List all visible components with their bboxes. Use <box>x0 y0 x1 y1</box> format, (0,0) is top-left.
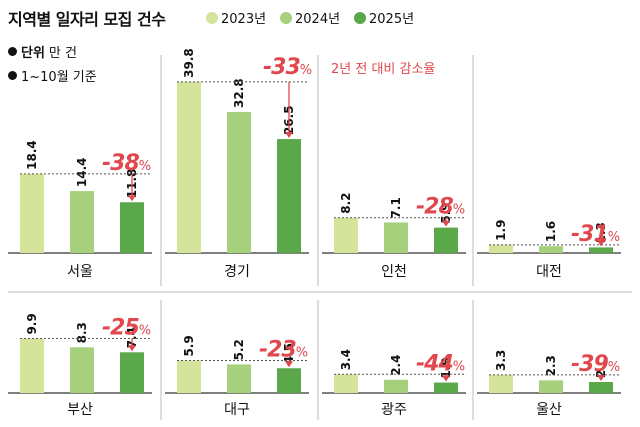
value-label: 5.9 <box>182 335 196 356</box>
bar-2023년 <box>177 81 201 253</box>
value-label: 39.8 <box>182 48 196 78</box>
bar-2025년 <box>589 382 613 393</box>
value-label: 7.1 <box>389 197 403 218</box>
value-label: 2 <box>594 370 608 378</box>
period-label: 1~10월 기준 <box>21 70 97 85</box>
value-label: 1.3 <box>594 222 608 243</box>
unit-label: 단위 <box>21 46 45 61</box>
value-label: 18.4 <box>25 140 39 170</box>
value-label: 3.3 <box>494 350 508 371</box>
bar-2025년 <box>120 202 144 253</box>
value-label: 2.3 <box>544 355 558 376</box>
bar-2025년 <box>120 352 144 393</box>
value-label: 1.6 <box>544 221 558 242</box>
arrow-down-icon <box>128 195 136 202</box>
bar-2025년 <box>434 227 458 253</box>
bar-2023년 <box>334 217 358 253</box>
legend-label-2024: 2024년 <box>295 12 341 27</box>
arrow-down-icon <box>442 220 450 227</box>
region-label: 울산 <box>536 402 562 418</box>
legend-swatch-2025 <box>354 11 366 24</box>
bar-2024년 <box>227 364 251 393</box>
bar-2023년 <box>489 244 513 253</box>
value-label: 1.9 <box>494 220 508 241</box>
legend-item-2025: 2025년 <box>354 8 414 27</box>
value-label: 5.2 <box>232 339 246 360</box>
bar-2025년 <box>434 382 458 393</box>
legend-label-2023: 2023년 <box>221 12 267 27</box>
panel-부산: 9.9 8.3 7.4-25% 부산 <box>8 313 152 418</box>
value-label: 5.9 <box>439 202 453 223</box>
bar-2024년 <box>384 379 408 393</box>
arrow-down-icon <box>442 375 450 382</box>
panel-대전: 1.9 1.6 1.3-31% 대전 <box>477 220 621 280</box>
region-label: 인천 <box>381 264 407 280</box>
unit-value: 만 건 <box>48 46 77 61</box>
bar-2023년 <box>20 173 44 253</box>
bar-2024년 <box>70 191 94 253</box>
value-label: 9.9 <box>25 313 39 334</box>
value-label: 32.8 <box>232 78 246 108</box>
change-label: -38% <box>102 151 151 176</box>
legend-swatch-2024 <box>280 11 292 24</box>
arrow-down-icon <box>597 375 605 381</box>
region-label: 서울 <box>67 264 93 280</box>
region-label: 경기 <box>224 264 250 280</box>
panel-대구: 5.9 5.2 4.5-23% 대구 <box>165 335 309 418</box>
bar-2023년 <box>334 374 358 393</box>
region-label: 부산 <box>67 402 93 418</box>
unit-note: 단위 만 건 <box>8 42 77 61</box>
bullet-icon <box>8 71 17 80</box>
bar-2024년 <box>70 347 94 393</box>
chart-title: 지역별 일자리 모집 건수 <box>8 10 166 29</box>
value-label: 7.4 <box>125 327 139 348</box>
bar-2024년 <box>384 222 408 253</box>
value-label: 3.4 <box>339 349 353 370</box>
period-note: 1~10월 기준 <box>8 66 97 85</box>
value-label: 8.3 <box>75 322 89 343</box>
bar-2025년 <box>277 368 301 393</box>
change-label: -33% <box>263 55 312 80</box>
value-label: 14.4 <box>75 157 89 187</box>
bar-2023년 <box>177 360 201 393</box>
legend-label-2025: 2025년 <box>369 12 415 27</box>
bar-2025년 <box>589 247 613 253</box>
annotation-text: 2년 전 대비 감소율 <box>331 62 435 77</box>
bar-2024년 <box>539 246 563 253</box>
legend-item-2024: 2024년 <box>280 8 340 27</box>
change-label: -31% <box>571 222 620 247</box>
panel-서울: 18.414.4 11.8-38%서울 <box>8 140 152 280</box>
bullet-icon <box>8 47 17 56</box>
region-label: 광주 <box>381 402 407 418</box>
legend-item-2023: 2023년 <box>206 8 266 27</box>
value-label: 8.2 <box>339 192 353 213</box>
arrow-down-icon <box>285 132 293 139</box>
legend-swatch-2023 <box>206 11 218 24</box>
panel-인천: 8.2 7.1 5.9-28% 인천 <box>322 192 466 280</box>
bar-2023년 <box>20 338 44 393</box>
region-label: 대전 <box>536 264 562 280</box>
panel-광주: 3.4 2.4 1.9-44% 광주 <box>322 349 466 418</box>
change-label: -44% <box>416 351 465 376</box>
bar-2025년 <box>277 139 301 253</box>
value-label: 4.5 <box>282 343 296 364</box>
region-label: 대구 <box>224 402 250 418</box>
bar-2024년 <box>227 111 251 254</box>
bar-2024년 <box>539 380 563 393</box>
change-label: -23% <box>259 338 308 363</box>
value-label: 2.4 <box>389 355 403 376</box>
change-label: -39% <box>571 352 620 377</box>
panel-울산: 3.3 2.3 2-39% 울산 <box>477 350 621 418</box>
arrow-down-icon <box>285 361 293 368</box>
arrow-down-icon <box>128 345 136 352</box>
change-label: -25% <box>102 316 151 341</box>
arrow-down-icon <box>597 240 605 247</box>
change-label: -28% <box>416 195 465 220</box>
bar-2023년 <box>489 374 513 393</box>
value-label: 1.9 <box>439 357 453 378</box>
